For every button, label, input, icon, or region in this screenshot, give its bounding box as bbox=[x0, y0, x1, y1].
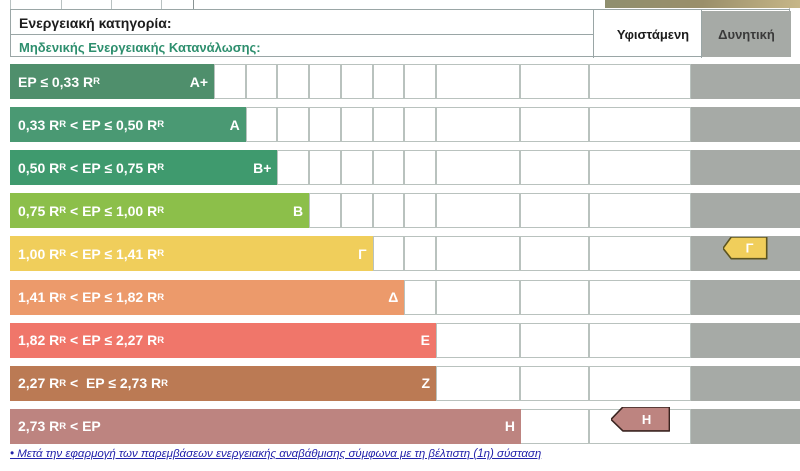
svg-text:Γ: Γ bbox=[746, 241, 754, 256]
svg-text:Η: Η bbox=[642, 412, 651, 427]
